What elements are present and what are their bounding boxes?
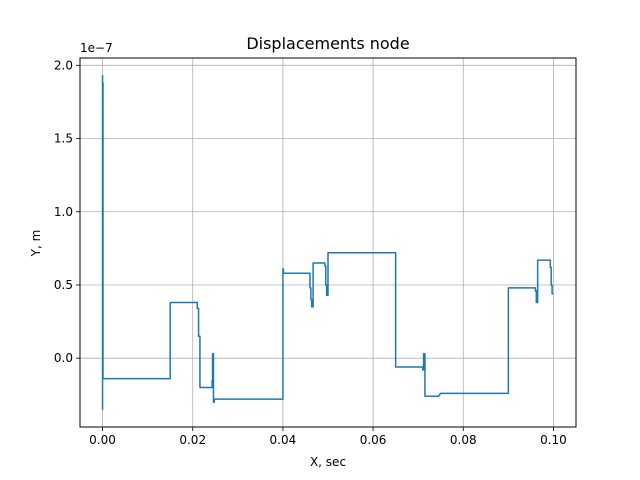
x-axis-label: X, sec: [310, 455, 346, 469]
chart-title: Displacements node: [246, 34, 409, 53]
y-tick-label: 0.0: [54, 351, 73, 365]
y-offset-label: 1e−7: [80, 41, 113, 55]
ticks: 0.00 0.02 0.04 0.06 0.08 0.10 0.0 0.5 1.0 1.5 2.0: [54, 58, 567, 447]
x-tick-label: 0.04: [270, 433, 297, 447]
x-tick-label: 0.02: [179, 433, 206, 447]
y-axis-label: Y, m: [29, 230, 43, 258]
x-tick-label: 0.08: [450, 433, 477, 447]
series-line: [101, 74, 554, 411]
x-tick-label: 0.10: [540, 433, 567, 447]
plot-frame: [79, 57, 577, 428]
y-tick-label: 0.5: [54, 278, 73, 292]
y-tick-label: 1.5: [54, 132, 73, 146]
series-layer: [101, 74, 554, 411]
y-tick-label: 1.0: [54, 205, 73, 219]
x-tick-label: 0.00: [89, 433, 116, 447]
y-tick-label: 2.0: [54, 58, 73, 72]
grid: [80, 58, 576, 427]
x-tick-label: 0.06: [360, 433, 387, 447]
